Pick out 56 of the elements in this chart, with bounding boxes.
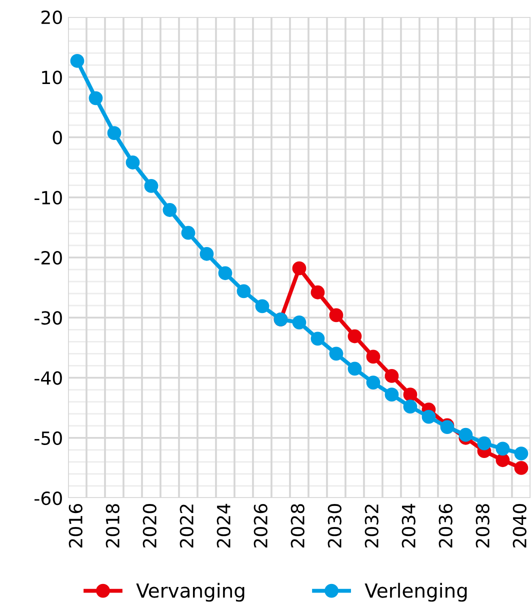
y-tick-label: -10 xyxy=(34,190,62,204)
point xyxy=(384,388,399,402)
point xyxy=(422,410,436,424)
point xyxy=(70,54,84,68)
x-tick-label: 2032 xyxy=(364,504,378,548)
y-tick-label: -60 xyxy=(34,491,62,506)
point xyxy=(218,266,232,280)
y-tick-label: -40 xyxy=(34,371,62,385)
point xyxy=(458,428,473,442)
point xyxy=(181,226,196,240)
legend-label: Verlenging xyxy=(364,582,467,602)
point xyxy=(292,261,306,276)
point xyxy=(88,91,103,106)
x-tick-label: 2034 xyxy=(402,504,416,548)
point xyxy=(477,436,492,450)
point xyxy=(366,376,380,390)
y-tick-label: -50 xyxy=(34,431,62,445)
x-tick-label: 2040 xyxy=(512,504,526,548)
legend-label: Vervanging xyxy=(136,582,244,602)
point xyxy=(348,362,362,376)
point xyxy=(348,329,362,344)
point xyxy=(310,285,325,300)
point xyxy=(366,350,380,364)
y-tick-label: 20 xyxy=(41,10,62,24)
point xyxy=(496,453,510,468)
point xyxy=(384,369,399,383)
point xyxy=(514,446,528,460)
y-tick-label: -20 xyxy=(34,250,62,265)
point xyxy=(292,315,306,330)
point xyxy=(329,346,344,361)
y-tick-label: 0 xyxy=(52,130,62,144)
y-tick-label: -30 xyxy=(34,311,62,325)
point xyxy=(200,246,214,261)
point xyxy=(403,388,418,402)
x-tick-label: 2038 xyxy=(476,504,490,548)
x-tick-label: 2022 xyxy=(180,504,194,548)
point xyxy=(329,308,344,322)
x-tick-label: 2036 xyxy=(438,504,452,548)
point xyxy=(310,332,325,346)
x-tick-label: 2024 xyxy=(216,504,230,548)
point xyxy=(162,203,177,217)
point xyxy=(514,460,528,475)
point xyxy=(255,299,270,314)
point xyxy=(126,156,140,170)
x-tick-label: 2026 xyxy=(254,504,268,548)
point xyxy=(496,442,510,456)
x-tick-label: 2016 xyxy=(68,504,82,548)
y-tick-label: 10 xyxy=(42,70,62,84)
point xyxy=(107,126,122,140)
x-tick-label: 2030 xyxy=(328,504,342,548)
point xyxy=(144,179,158,193)
point xyxy=(236,284,251,298)
x-tick-label: 2018 xyxy=(106,504,120,548)
point xyxy=(403,400,418,414)
x-tick-label: 2020 xyxy=(142,504,156,548)
x-tick-label: 2028 xyxy=(290,504,304,548)
